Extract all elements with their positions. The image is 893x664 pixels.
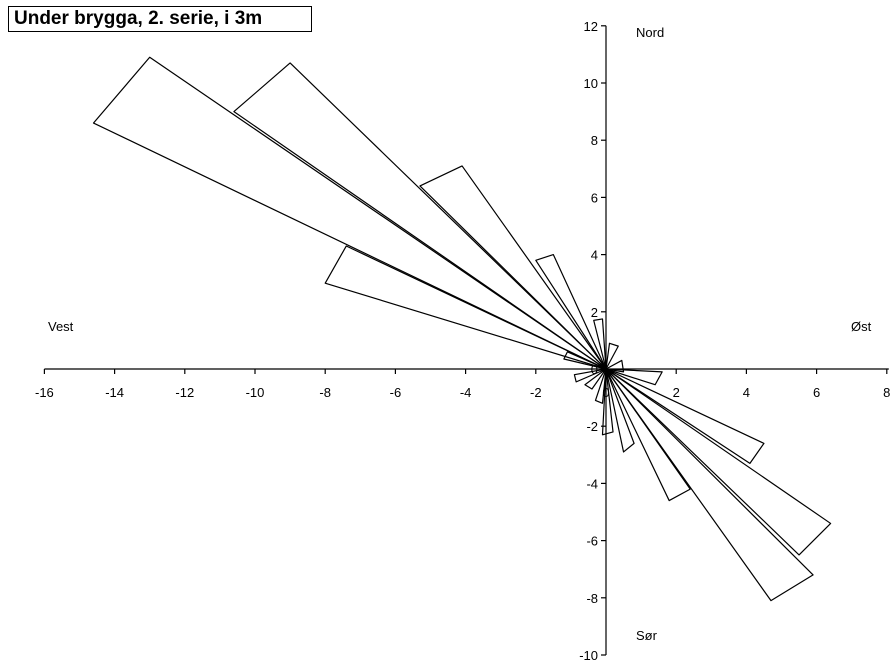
y-tick-label: -6 <box>586 534 598 549</box>
petal-1 <box>233 62 607 370</box>
x-tick-label: 2 <box>673 385 680 400</box>
petal-10 <box>605 368 765 464</box>
y-tick-label: 6 <box>591 190 598 205</box>
chart-title: Under brygga, 2. serie, i 3m <box>8 6 312 32</box>
y-tick-label: -10 <box>579 648 598 663</box>
petal-15 <box>601 368 614 436</box>
x-tick-label: -14 <box>105 385 124 400</box>
petal-17 <box>584 368 607 390</box>
petal-6 <box>563 351 607 370</box>
petal-0 <box>92 56 607 370</box>
petal-3 <box>535 254 607 370</box>
petal-5 <box>324 245 607 370</box>
compass-label-east: Øst <box>851 319 872 334</box>
y-tick-label: 8 <box>591 133 598 148</box>
petal-18 <box>573 368 607 383</box>
x-tick-label: -2 <box>530 385 542 400</box>
petal-7 <box>605 342 619 370</box>
x-tick-label: -4 <box>460 385 472 400</box>
x-tick-label: -10 <box>246 385 265 400</box>
y-tick-label: 4 <box>591 248 598 263</box>
petal-2 <box>419 165 607 370</box>
x-tick-label: 6 <box>813 385 820 400</box>
y-tick-label: -4 <box>586 476 598 491</box>
petal-4 <box>593 318 607 370</box>
petal-12 <box>605 368 814 602</box>
x-tick-label: -6 <box>390 385 402 400</box>
x-tick-label: -16 <box>35 385 54 400</box>
x-tick-label: -8 <box>319 385 331 400</box>
y-tick-label: 12 <box>584 19 598 34</box>
y-tick-label: -2 <box>586 419 598 434</box>
y-tick-label: -8 <box>586 591 598 606</box>
petal-8 <box>605 359 625 373</box>
x-tick-label: -12 <box>175 385 194 400</box>
x-tick-label: 0 <box>602 385 609 400</box>
compass-label-west: Vest <box>48 319 74 334</box>
petal-16 <box>594 368 607 404</box>
y-tick-label: 2 <box>591 305 598 320</box>
x-tick-label: 4 <box>743 385 750 400</box>
y-tick-label: 10 <box>584 76 598 91</box>
petal-13 <box>605 368 691 502</box>
petal-14 <box>605 368 635 453</box>
x-tick-label: 8 <box>883 385 890 400</box>
compass-label-south: Sør <box>636 628 658 643</box>
petals-layer <box>92 56 832 602</box>
axes-layer <box>44 25 889 655</box>
y-tick-label: 0 <box>591 362 598 377</box>
petal-9 <box>605 368 663 386</box>
ticks-layer: -16 -14 -12 -10 -8 -6 -4 -2 0 2 4 6 8 -10 -8 -6 -4 -2 0 2 4 6… <box>35 19 890 663</box>
compass-label-north: Nord <box>636 25 664 40</box>
petal-11 <box>605 368 832 556</box>
